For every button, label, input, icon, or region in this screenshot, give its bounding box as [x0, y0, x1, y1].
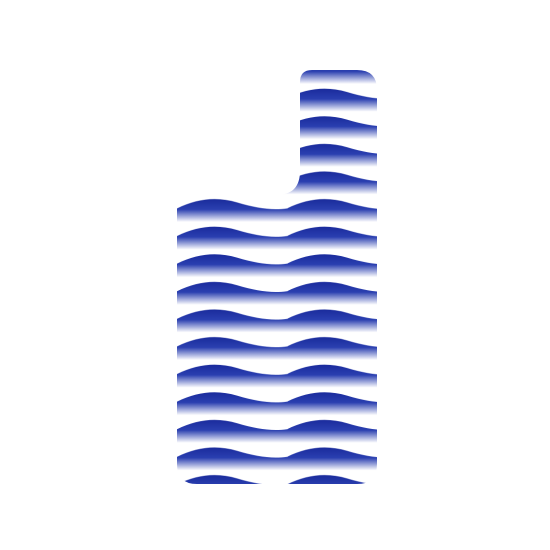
phone-case: [177, 70, 377, 484]
wave-pattern: [177, 70, 377, 484]
